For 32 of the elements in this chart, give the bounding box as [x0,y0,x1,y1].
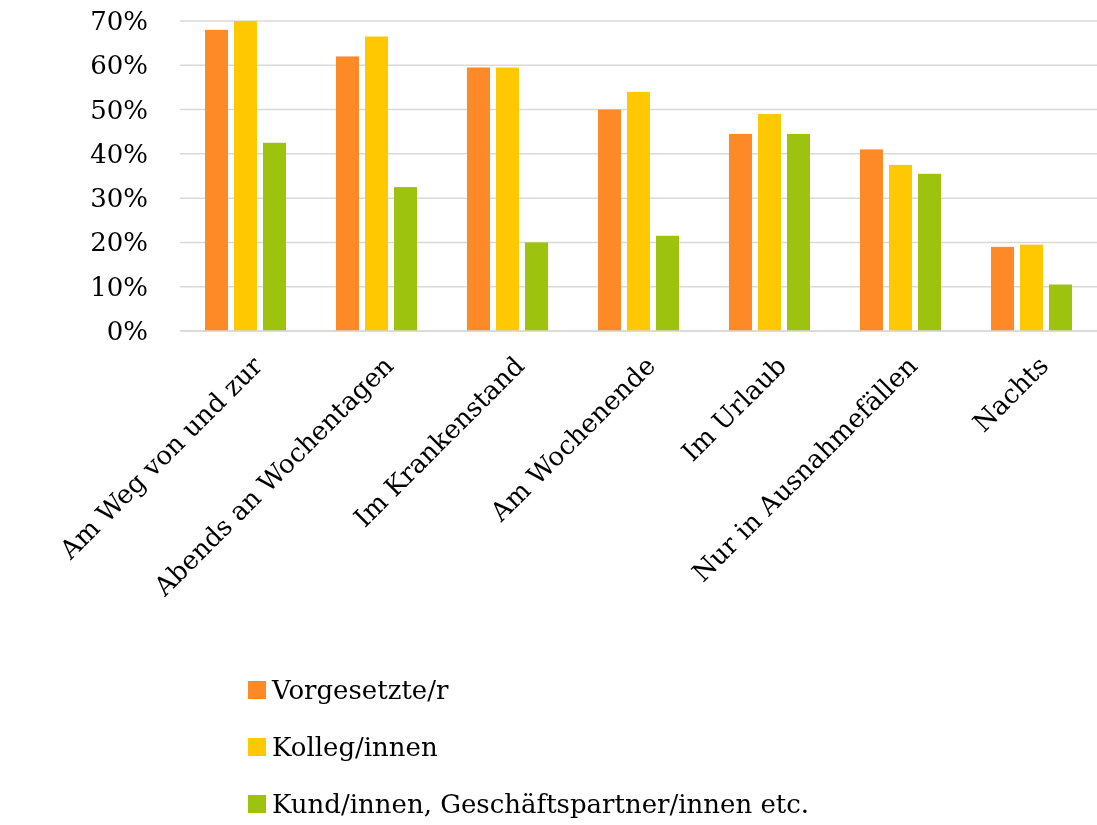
bar [263,142,286,331]
bar [336,56,359,331]
y-tick-label: 60% [90,50,148,81]
bar [1049,284,1072,331]
bar [205,29,228,331]
legend-label: Kolleg/innen [272,732,438,762]
bar [598,109,621,331]
bar [860,149,883,331]
bar [525,242,548,331]
bar [234,21,257,331]
y-tick-label: 10% [90,271,148,302]
bar [889,164,912,331]
bar [627,91,650,331]
bar [918,173,941,331]
bar [496,67,519,331]
bar [758,114,781,331]
bar [1020,244,1043,331]
bar [467,67,490,331]
legend-label: Vorgesetzte/r [271,675,449,705]
bar [729,133,752,331]
y-tick-label: 40% [90,138,148,169]
bar [991,246,1014,331]
y-tick-label: 0% [106,316,148,346]
bar [787,133,810,331]
y-tick-label: 20% [90,227,148,258]
y-tick-label: 30% [90,183,148,214]
y-tick-label: 50% [90,94,148,125]
y-tick-label: 70% [90,6,148,36]
legend-label: Kund/innen, Geschäftspartner/innen etc. [272,789,810,819]
bar [365,36,388,331]
bar [656,235,679,331]
bar [394,187,417,331]
